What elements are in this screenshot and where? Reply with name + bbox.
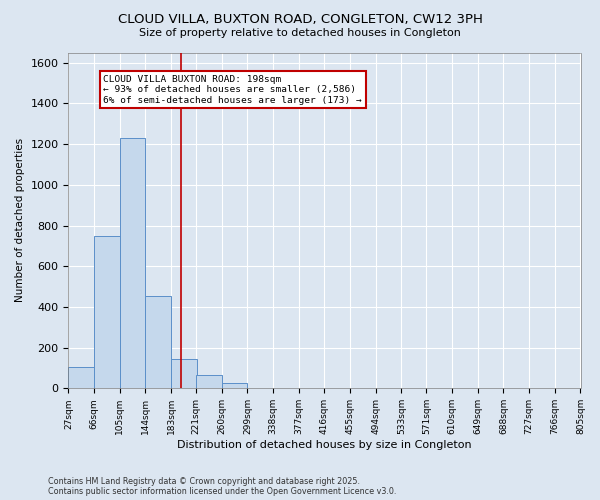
Bar [171,359,197,388]
Text: Size of property relative to detached houses in Congleton: Size of property relative to detached ho… [139,28,461,38]
Bar [222,383,247,388]
Bar [68,367,94,388]
Bar [120,138,145,388]
Text: Contains HM Land Registry data © Crown copyright and database right 2025.
Contai: Contains HM Land Registry data © Crown c… [48,476,397,496]
Bar [196,375,222,388]
X-axis label: Distribution of detached houses by size in Congleton: Distribution of detached houses by size … [177,440,472,450]
Bar [145,296,171,388]
Y-axis label: Number of detached properties: Number of detached properties [15,138,25,302]
Text: CLOUD VILLA, BUXTON ROAD, CONGLETON, CW12 3PH: CLOUD VILLA, BUXTON ROAD, CONGLETON, CW1… [118,12,482,26]
Bar [94,236,120,388]
Text: CLOUD VILLA BUXTON ROAD: 198sqm
← 93% of detached houses are smaller (2,586)
6% : CLOUD VILLA BUXTON ROAD: 198sqm ← 93% of… [103,75,362,104]
